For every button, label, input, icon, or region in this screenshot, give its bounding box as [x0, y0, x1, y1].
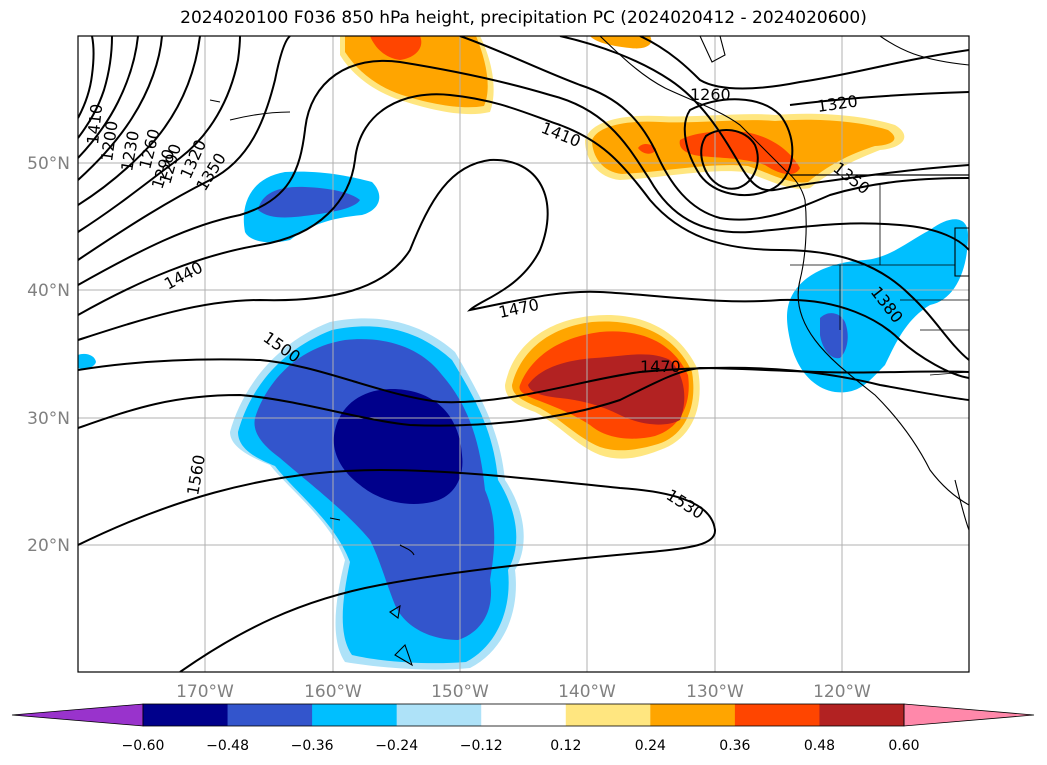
- lat-label: 30°N: [27, 409, 70, 429]
- colorbar-extend-low: [11, 703, 144, 727]
- colorbar-segment: [650, 704, 736, 726]
- colorbar-tick-label: 0.36: [719, 738, 750, 754]
- lon-label: 160°W: [304, 682, 362, 702]
- colorbar-tick-label: 0.12: [550, 738, 581, 754]
- longitude-labels: 170°W 160°W 150°W 140°W 130°W 120°W: [176, 682, 871, 702]
- lat-label: 50°N: [27, 154, 70, 174]
- contour-label: 1260: [690, 85, 731, 104]
- contour-label: 1470: [640, 357, 681, 376]
- lon-label: 140°W: [558, 682, 616, 702]
- graticule: [78, 36, 969, 672]
- colorbar-tick-label: −0.36: [291, 738, 334, 754]
- colorbar-tick-label: 0.48: [804, 738, 835, 754]
- colorbar-extend-high: [903, 703, 1035, 727]
- map-frame: [77, 35, 970, 673]
- colorbar-tick-label: 0.60: [888, 738, 919, 754]
- colorbar-segment: [396, 704, 482, 726]
- lon-label: 170°W: [176, 682, 234, 702]
- colorbar-tick-label: −0.24: [375, 738, 418, 754]
- map-area: [78, 36, 969, 672]
- latitude-labels: 50°N 40°N 30°N 20°N: [27, 154, 70, 556]
- negative-anomaly-california: [787, 219, 968, 393]
- colorbar-segment: [481, 704, 567, 726]
- colorbar-segment: [143, 704, 229, 726]
- colorbar-segment: [312, 704, 398, 726]
- chart-title: 2024020100 F036 850 hPa height, precipit…: [180, 8, 867, 28]
- lat-label: 20°N: [27, 536, 70, 556]
- colorbar-frame: [142, 703, 905, 727]
- coastlines: [209, 36, 969, 667]
- colorbar-tick-label: −0.60: [122, 738, 165, 754]
- colorbar-tick-label: −0.12: [460, 738, 503, 754]
- colorbar-segment: [565, 704, 651, 726]
- colorbar: −0.60 −0.48 −0.36 −0.24 −0.12 0.12 0.24 0.36 0.4…: [11, 703, 1035, 754]
- height-contours: [78, 36, 969, 672]
- lon-label: 150°W: [431, 682, 489, 702]
- lon-label: 120°W: [813, 682, 871, 702]
- contour-label: 1410: [83, 103, 106, 145]
- lon-label: 130°W: [686, 682, 744, 702]
- colorbar-segment: [227, 704, 313, 726]
- colorbar-segment: [819, 704, 905, 726]
- lat-label: 40°N: [27, 281, 70, 301]
- colorbar-tick-label: 0.24: [635, 738, 666, 754]
- political-borders: [790, 174, 969, 376]
- colorbar-tick-label: −0.48: [206, 738, 249, 754]
- negative-anomaly-central-pacific: [230, 318, 524, 670]
- negative-anomaly-west-edge: [78, 353, 96, 369]
- colorbar-segment: [734, 704, 820, 726]
